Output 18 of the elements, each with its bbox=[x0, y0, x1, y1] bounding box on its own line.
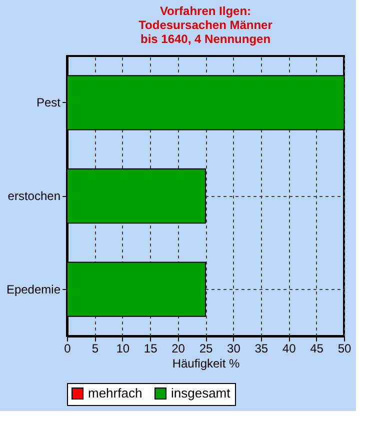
chart-title: Vorfahren Ilgen: Todesursachen Männer bis 1640, 4 Nennungen bbox=[138, 4, 273, 46]
x-tick-label: 25 bbox=[199, 342, 213, 356]
y-tick-label: Epedemie bbox=[6, 282, 61, 296]
x-tick-label: 40 bbox=[282, 342, 296, 356]
x-tick-label: 45 bbox=[310, 342, 324, 356]
x-tick-label: 20 bbox=[172, 342, 186, 356]
x-tick-label: 50 bbox=[338, 342, 352, 356]
x-tick-label: 15 bbox=[144, 342, 158, 356]
x-tick-label: 0 bbox=[64, 342, 72, 356]
legend-label: insgesamt bbox=[171, 386, 231, 401]
legend-label: mehrfach bbox=[88, 386, 142, 401]
y-tick-label: erstochen bbox=[8, 189, 60, 203]
x-tick-label: 30 bbox=[227, 342, 241, 356]
x-tick-label: 5 bbox=[92, 342, 99, 356]
x-axis-title: Häufigkeit % bbox=[172, 356, 240, 370]
x-tick-label: 10 bbox=[116, 342, 130, 356]
y-tick-label: Pest bbox=[36, 96, 62, 110]
x-tick-label: 35 bbox=[254, 342, 268, 356]
